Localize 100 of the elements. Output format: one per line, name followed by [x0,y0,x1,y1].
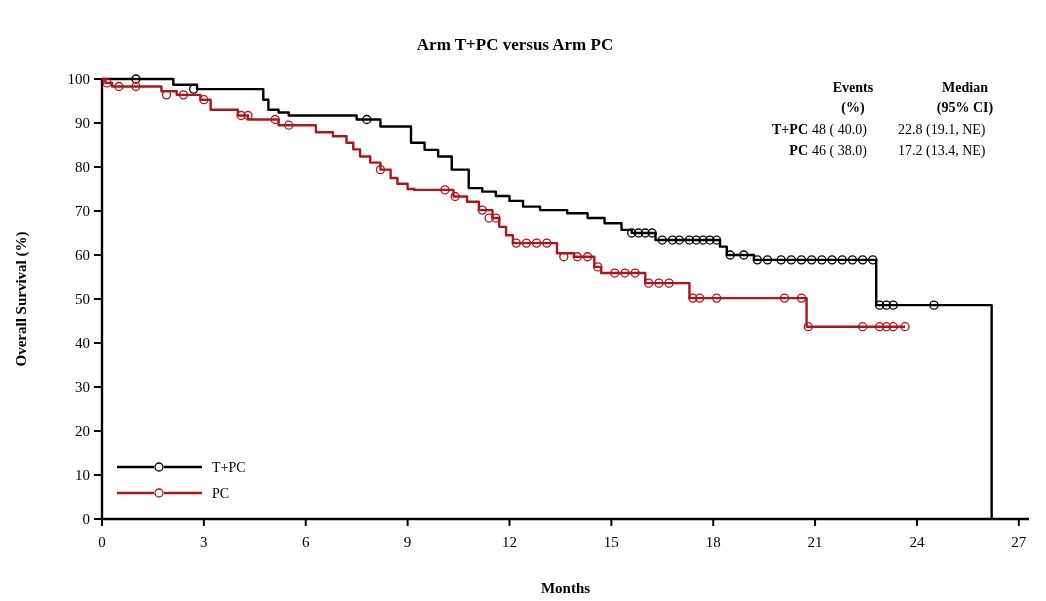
point [711,293,722,303]
point [284,120,294,130]
legend-label: PC [212,486,230,501]
point [375,164,386,175]
point [131,81,141,92]
point [178,90,189,100]
point [199,95,209,105]
y-tick-label: 30 [75,379,90,395]
annotation: 17.2 (13.4, NE) [898,143,986,159]
point [803,322,813,332]
point [691,235,701,245]
annotation: 48 ( 40.0) [812,122,868,138]
point [114,81,124,92]
x-tick-label: 9 [403,534,412,550]
point [477,205,487,215]
x-tick-label: 6 [301,534,310,550]
point [511,238,521,248]
point [647,228,657,238]
point [684,235,695,245]
point [582,252,593,262]
point [779,293,790,303]
y-tick-label: 40 [75,335,90,351]
x-tick-label: 12 [501,534,517,550]
x-tick-label: 24 [909,534,925,550]
point [236,110,246,121]
point [694,293,705,303]
point [762,255,773,265]
annotation: PC [789,143,808,158]
chart-title: Arm T+PC versus Arm PC [416,35,614,54]
point [633,228,644,238]
point [644,278,654,288]
y-tick-label: 50 [75,291,90,307]
point [900,322,910,332]
point [450,191,460,202]
annotation: (%) [841,100,865,116]
point [847,255,858,265]
x-tick-label: 18 [705,534,721,550]
point [620,268,630,278]
x-tick-label: 15 [603,534,619,550]
annotation: Median [942,80,989,95]
point [881,300,892,310]
point [440,185,450,195]
point [725,250,735,260]
x-tick-label: 0 [98,534,106,550]
point [857,255,868,265]
point [837,255,847,265]
point [667,235,678,245]
point [857,322,868,332]
point [131,74,141,84]
y-tick-label: 60 [75,247,90,263]
x-tick-label: 3 [200,534,208,550]
point [593,262,603,272]
point [874,322,885,332]
legend-label: T+PC [212,460,246,475]
annotation: T+PC [772,122,808,137]
point [739,250,749,260]
point [491,213,501,223]
point [610,268,620,278]
point [929,300,939,310]
point [654,278,664,288]
x-tick-label: 27 [1011,534,1027,550]
point [521,238,532,248]
annotation: (95% CI) [936,100,994,116]
point [796,255,807,265]
point [102,78,112,88]
point [776,255,786,265]
annotation: Events [832,80,874,95]
point [711,235,722,245]
point [817,255,827,265]
annotation: 22.8 (19.1, NE) [898,122,986,138]
y-axis-title: Overall Survival (%) [13,231,30,367]
point [807,255,817,265]
y-tick-label: 90 [75,115,90,131]
x-axis-title: Months [540,580,591,596]
point [630,268,640,278]
point [698,235,708,245]
point [786,255,796,265]
point [640,228,650,238]
point [657,235,667,245]
point [868,255,878,265]
point [270,114,280,125]
x-tick-label: 21 [807,534,823,550]
point [542,238,552,248]
y-tick-label: 0 [82,511,90,527]
annotation: 46 ( 38.0) [812,143,868,159]
point [531,238,542,248]
point [888,300,898,310]
y-tick-label: 10 [75,467,90,483]
y-tick-label: 70 [75,203,90,219]
point [627,228,637,238]
point [705,235,715,245]
point [243,110,253,121]
point [888,322,898,332]
y-tick-label: 20 [75,423,90,439]
point [572,252,583,262]
point [881,322,892,332]
point [796,293,807,303]
point [362,114,372,125]
point [664,278,674,288]
point [874,300,885,310]
